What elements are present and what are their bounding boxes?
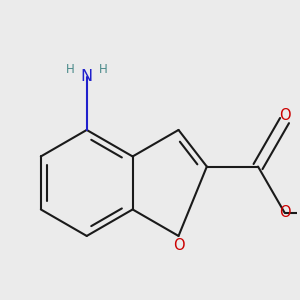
Text: H: H (98, 63, 107, 76)
Text: O: O (279, 108, 290, 123)
Text: H: H (66, 63, 75, 76)
Text: O: O (173, 238, 185, 253)
Text: O: O (279, 205, 290, 220)
Text: N: N (81, 69, 93, 84)
